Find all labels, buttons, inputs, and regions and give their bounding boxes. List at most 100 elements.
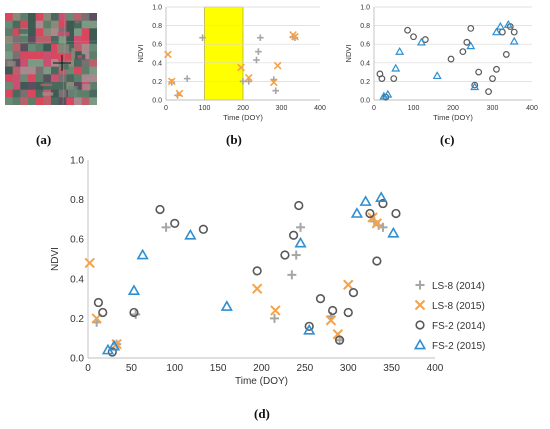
data-point-ls8-2015 [84, 257, 95, 269]
data-point-ls8-2015 [343, 279, 354, 290]
y-tick-label: 0.2 [70, 314, 84, 325]
data-point-ls8-2015 [270, 305, 281, 316]
data-point-ls8-2015 [167, 77, 176, 86]
legend-marker [415, 280, 425, 290]
x-tick-label: 150 [210, 363, 227, 374]
y-tick-label: 0.0 [70, 354, 84, 365]
y-tick-label: 0.0 [360, 97, 370, 104]
data-point-fs2-2014 [93, 297, 104, 308]
data-point-fs2-2015 [466, 41, 476, 50]
data-point-fs2-2014 [510, 28, 518, 36]
legend-label: LS-8 (2015) [432, 301, 485, 312]
data-point-ls8-2014 [253, 56, 260, 64]
x-tick-label: 300 [340, 363, 357, 374]
data-point-ls8-2014 [183, 75, 191, 82]
data-point-fs2-2014 [343, 307, 353, 318]
data-point-fs2-2015 [395, 46, 405, 55]
x-tick-label: 100 [408, 105, 420, 112]
data-point-fs2-2015 [470, 82, 480, 91]
data-point-fs2-2014 [463, 38, 471, 46]
data-point-ls8-2015 [367, 212, 378, 223]
caption-d: (d) [254, 406, 270, 421]
data-point-fs2-2014 [391, 208, 401, 219]
data-point-ls8-2014 [296, 222, 306, 232]
x-tick-label: 300 [276, 105, 288, 112]
y-tick-label: 0.6 [152, 42, 162, 49]
data-point-ls8-2014 [272, 87, 280, 94]
data-point-fs2-2015 [220, 300, 233, 311]
data-point-fs2-2015 [387, 226, 400, 238]
y-tick-label: 0.8 [360, 23, 370, 30]
x-tick-label: 0 [164, 105, 168, 112]
x-tick-label: 400 [526, 105, 538, 112]
x-tick-label: 0 [372, 105, 376, 112]
data-point-fs2-2014 [410, 33, 417, 41]
legend-label: FS-2 (2015) [432, 341, 485, 352]
x-tick-label: 100 [199, 105, 211, 112]
y-tick-label: 0.2 [360, 79, 370, 86]
data-point-ls8-2014 [287, 270, 297, 280]
satellite-image-panel [4, 12, 98, 106]
data-point-fs2-2014 [280, 250, 290, 260]
y-tick-label: 0.4 [152, 60, 162, 67]
legend-label: FS-2 (2014) [432, 321, 485, 332]
data-point-fs2-2014 [502, 51, 510, 58]
x-axis-label: Time (DOY) [223, 113, 263, 122]
data-point-fs2-2014 [475, 68, 483, 76]
y-axis-label: NDVI [136, 45, 145, 63]
data-point-ls8-2015 [291, 32, 299, 41]
data-point-fs2-2014 [129, 307, 139, 318]
x-tick-label: 400 [314, 105, 326, 112]
y-tick-label: 0.4 [70, 274, 84, 285]
data-point-fs2-2014 [404, 26, 411, 34]
data-point-ls8-2015 [244, 73, 253, 82]
data-point-fs2-2015 [495, 21, 505, 30]
y-tick-label: 1.0 [360, 4, 370, 11]
data-point-fs2-2014 [459, 48, 467, 56]
data-point-fs2-2014 [467, 24, 475, 32]
data-point-fs2-2014 [304, 321, 314, 331]
data-point-ls8-2015 [325, 315, 337, 326]
data-point-ls8-2014 [255, 48, 262, 55]
data-point-ls8-2015 [273, 61, 282, 70]
y-tick-label: 0.8 [152, 23, 162, 30]
x-axis-label: Time (DOY) [433, 113, 473, 122]
caption-b: (b) [226, 132, 242, 147]
x-tick-label: 400 [427, 363, 444, 374]
data-point-fs2-2014 [372, 256, 382, 266]
x-tick-label: 300 [487, 105, 499, 112]
data-point-ls8-2014 [199, 34, 206, 41]
x-tick-label: 350 [383, 363, 400, 374]
data-point-ls8-2015 [371, 218, 383, 229]
data-point-fs2-2014 [390, 75, 398, 83]
y-tick-label: 0.0 [152, 97, 162, 104]
y-tick-label: 0.4 [360, 60, 370, 67]
data-point-ls8-2014 [245, 78, 253, 85]
chart-d-panel: 0.0 0.2 0.4 0.6 0.8 1.0 0 50 100 150 200 250 300 350 4… [40, 148, 545, 400]
data-point-fs2-2015 [503, 19, 513, 28]
data-point-fs2-2014 [315, 293, 326, 304]
data-point-fs2-2015 [127, 284, 141, 296]
data-point-fs2-2014 [421, 36, 429, 43]
data-point-fs2-2015 [359, 195, 372, 206]
y-tick-label: 1.0 [152, 4, 162, 11]
x-tick-label: 200 [253, 363, 270, 374]
data-point-fs2-2014 [493, 65, 500, 73]
chart-d: 0.0 0.2 0.4 0.6 0.8 1.0 0 50 100 150 200 250 300 350 4… [50, 156, 485, 388]
data-point-fs2-2014 [378, 75, 386, 83]
x-axis-label: Time (DOY) [235, 376, 288, 387]
data-point-fs2-2015 [375, 191, 388, 202]
data-point-ls8-2014 [291, 250, 301, 260]
data-point-fs2-2014 [365, 208, 375, 219]
data-point-fs2-2015 [107, 339, 121, 351]
y-axis-label: NDVI [344, 45, 353, 63]
data-point-fs2-2014 [485, 88, 492, 96]
data-point-ls8-2014 [257, 34, 264, 41]
chart-b: 0.0 0.2 0.4 0.6 0.8 1.0 0 100 200 300 400 Time (DOY… [136, 4, 326, 122]
y-tick-label: 0.6 [70, 235, 84, 246]
data-point-fs2-2015 [491, 27, 501, 36]
data-point-ls8-2015 [164, 50, 172, 59]
data-point-ls8-2014 [131, 309, 141, 319]
y-tick-label: 0.8 [70, 195, 84, 206]
legend-marker [414, 299, 426, 311]
